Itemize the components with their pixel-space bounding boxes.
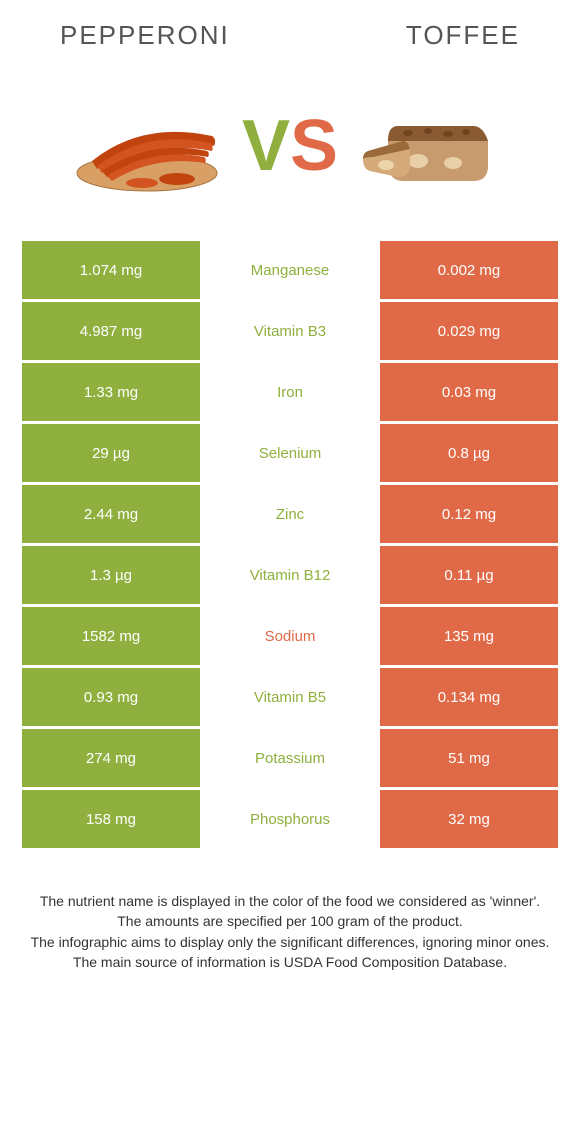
right-value: 32 mg	[380, 790, 558, 848]
s-letter: S	[290, 110, 338, 182]
footer-line: The amounts are specified per 100 gram o…	[28, 911, 552, 931]
left-value: 1.3 µg	[22, 546, 200, 604]
table-row: 0.93 mgVitamin B50.134 mg	[22, 668, 558, 726]
right-value: 0.134 mg	[380, 668, 558, 726]
left-value: 29 µg	[22, 424, 200, 482]
nutrient-label: Vitamin B3	[200, 302, 380, 360]
header: Pepperoni Toffee	[0, 0, 580, 61]
footer-line: The infographic aims to display only the…	[28, 932, 552, 952]
right-value: 0.8 µg	[380, 424, 558, 482]
footer-notes: The nutrient name is displayed in the co…	[0, 851, 580, 972]
left-value: 1.33 mg	[22, 363, 200, 421]
v-letter: V	[242, 110, 290, 182]
right-value: 135 mg	[380, 607, 558, 665]
left-value: 0.93 mg	[22, 668, 200, 726]
nutrient-label: Iron	[200, 363, 380, 421]
nutrient-label: Vitamin B12	[200, 546, 380, 604]
right-value: 0.12 mg	[380, 485, 558, 543]
nutrient-label: Potassium	[200, 729, 380, 787]
right-value: 51 mg	[380, 729, 558, 787]
right-food-title: Toffee	[406, 20, 520, 51]
right-value: 0.03 mg	[380, 363, 558, 421]
left-value: 1582 mg	[22, 607, 200, 665]
footer-line: The main source of information is USDA F…	[28, 952, 552, 972]
right-food-image	[348, 91, 508, 201]
table-row: 2.44 mgZinc0.12 mg	[22, 485, 558, 543]
table-row: 1.074 mgManganese0.002 mg	[22, 241, 558, 299]
toffee-icon	[348, 91, 508, 201]
right-value: 0.11 µg	[380, 546, 558, 604]
table-row: 4.987 mgVitamin B30.029 mg	[22, 302, 558, 360]
table-row: 274 mgPotassium51 mg	[22, 729, 558, 787]
nutrient-label: Sodium	[200, 607, 380, 665]
left-value: 2.44 mg	[22, 485, 200, 543]
left-food-title: Pepperoni	[60, 20, 230, 51]
left-food-image	[72, 91, 232, 201]
comparison-table: 1.074 mgManganese0.002 mg4.987 mgVitamin…	[0, 241, 580, 848]
right-value: 0.002 mg	[380, 241, 558, 299]
table-row: 1.33 mgIron0.03 mg	[22, 363, 558, 421]
vs-label: V S	[242, 110, 338, 182]
footer-line: The nutrient name is displayed in the co…	[28, 891, 552, 911]
nutrient-label: Zinc	[200, 485, 380, 543]
vs-section: V S	[0, 61, 580, 241]
right-value: 0.029 mg	[380, 302, 558, 360]
nutrient-label: Selenium	[200, 424, 380, 482]
left-value: 158 mg	[22, 790, 200, 848]
pepperoni-icon	[72, 91, 232, 201]
table-row: 158 mgPhosphorus32 mg	[22, 790, 558, 848]
nutrient-label: Manganese	[200, 241, 380, 299]
left-value: 274 mg	[22, 729, 200, 787]
left-value: 4.987 mg	[22, 302, 200, 360]
left-value: 1.074 mg	[22, 241, 200, 299]
table-row: 1582 mgSodium135 mg	[22, 607, 558, 665]
nutrient-label: Vitamin B5	[200, 668, 380, 726]
table-row: 29 µgSelenium0.8 µg	[22, 424, 558, 482]
table-row: 1.3 µgVitamin B120.11 µg	[22, 546, 558, 604]
nutrient-label: Phosphorus	[200, 790, 380, 848]
